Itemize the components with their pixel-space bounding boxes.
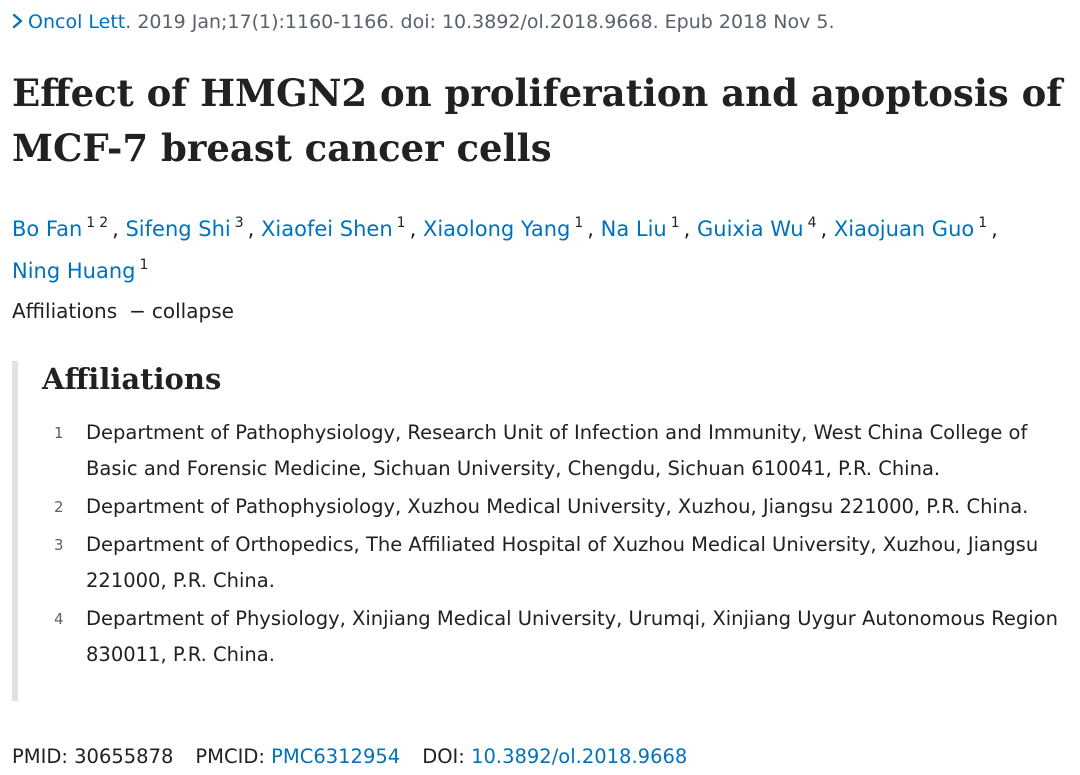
pmid-group: PMID: 30655878 [12, 745, 173, 768]
author-separator: , [683, 217, 698, 241]
author-link[interactable]: Xiaofei Shen [261, 217, 393, 241]
affiliations-toggle-label: Affiliations [12, 299, 118, 323]
affiliation-ref[interactable]: 1 [396, 215, 406, 231]
author-separator: , [112, 217, 126, 241]
affiliation-number: 2 [54, 498, 64, 516]
pmcid-group: PMCID: PMC6312954 [195, 745, 400, 768]
author-separator: , [247, 217, 262, 241]
doi-label: DOI: [422, 745, 465, 768]
authors-list: Bo Fan 1 2, Sifeng Shi 3, Xiaofei Shen 1, Xi… [12, 205, 1072, 289]
author-affiliation-refs: 1 [978, 215, 991, 231]
author-entry: Ning Huang 1 [12, 257, 152, 283]
affiliation-text: Department of Physiology, Xinjiang Medic… [86, 607, 1058, 666]
author-link[interactable]: Xiaojuan Guo [833, 217, 975, 241]
affiliation-text: Department of Pathophysiology, Research … [86, 421, 1028, 480]
affiliations-toggle-action[interactable]: collapse [151, 299, 234, 323]
author-affiliation-refs: 4 [808, 215, 821, 231]
pmcid-label: PMCID: [195, 745, 265, 768]
affiliation-number: 3 [54, 536, 64, 554]
chevron-right-icon[interactable] [12, 11, 24, 33]
affiliation-item: 2 Department of Pathophysiology, Xuzhou … [52, 489, 1080, 525]
citation-line: Oncol Lett. 2019 Jan;17(1):1160-1166. do… [12, 11, 835, 33]
affiliations-list: 1 Department of Pathophysiology, Researc… [52, 415, 1080, 675]
affiliation-item: 3 Department of Orthopedics, The Affilia… [52, 527, 1080, 599]
doi-group: DOI: 10.3892/ol.2018.9668 [422, 745, 687, 768]
identifiers-line: PMID: 30655878 PMCID: PMC6312954 DOI: 10.3… [12, 745, 709, 768]
author-link[interactable]: Na Liu [600, 217, 667, 241]
affiliation-ref[interactable]: 2 [99, 215, 109, 231]
affiliation-ref[interactable]: 1 [670, 215, 680, 231]
affiliations-panel: Affiliations 1 Department of Pathophysio… [12, 361, 1080, 701]
author-affiliation-refs: 1 [397, 215, 410, 231]
author-affiliation-refs: 1 [671, 215, 684, 231]
author-link[interactable]: Xiaolong Yang [422, 217, 571, 241]
author-affiliation-refs: 1 [139, 257, 152, 273]
author-entry: Na Liu 1 [600, 215, 684, 241]
doi-link[interactable]: 10.3892/ol.2018.9668 [471, 745, 688, 768]
affiliation-text: Department of Pathophysiology, Xuzhou Me… [86, 495, 1029, 518]
author-entry: Xiaofei Shen 1 [261, 215, 410, 241]
author-entry: Bo Fan 1 2 [12, 215, 112, 241]
author-separator: , [587, 217, 601, 241]
journal-link[interactable]: Oncol Lett. [28, 11, 132, 33]
affiliation-text: Department of Orthopedics, The Affiliate… [86, 533, 1039, 592]
author-link[interactable]: Sifeng Shi [125, 217, 231, 241]
author-entry: Xiaolong Yang 1 [422, 215, 587, 241]
author-link[interactable]: Bo Fan [12, 217, 83, 241]
author-entry: Xiaojuan Guo 1 [833, 215, 991, 241]
affiliation-ref[interactable]: 1 [86, 215, 96, 231]
affiliation-ref[interactable]: 1 [139, 257, 149, 273]
affiliation-ref[interactable]: 4 [807, 215, 817, 231]
citation-details: 2019 Jan;17(1):1160-1166. doi: 10.3892/o… [131, 11, 835, 33]
pmid-label: PMID: [12, 745, 68, 768]
affiliation-ref[interactable]: 1 [978, 215, 988, 231]
author-link[interactable]: Ning Huang [12, 259, 136, 283]
author-affiliation-refs: 1 [574, 215, 587, 231]
affiliation-ref[interactable]: 1 [574, 215, 584, 231]
author-separator: , [409, 217, 423, 241]
collapse-dash-icon: − [129, 299, 146, 323]
affiliation-ref[interactable]: 3 [234, 215, 244, 231]
affiliation-number: 1 [54, 424, 64, 442]
affiliations-toggle[interactable]: Affiliations − collapse [12, 299, 234, 323]
affiliation-item: 4 Department of Physiology, Xinjiang Med… [52, 601, 1080, 673]
author-separator: , [991, 217, 998, 241]
affiliation-item: 1 Department of Pathophysiology, Researc… [52, 415, 1080, 487]
pmcid-link[interactable]: PMC6312954 [271, 745, 401, 768]
author-separator: , [820, 217, 834, 241]
author-affiliation-refs: 3 [235, 215, 248, 231]
author-link[interactable]: Guixia Wu [697, 217, 804, 241]
article-title: Effect of HMGN2 on proliferation and apo… [12, 71, 1063, 170]
affiliation-number: 4 [54, 610, 64, 628]
pmid-value: 30655878 [74, 745, 174, 768]
affiliations-heading: Affiliations [42, 362, 222, 396]
author-entry: Guixia Wu 4 [697, 215, 821, 241]
author-entry: Sifeng Shi 3 [125, 215, 248, 241]
